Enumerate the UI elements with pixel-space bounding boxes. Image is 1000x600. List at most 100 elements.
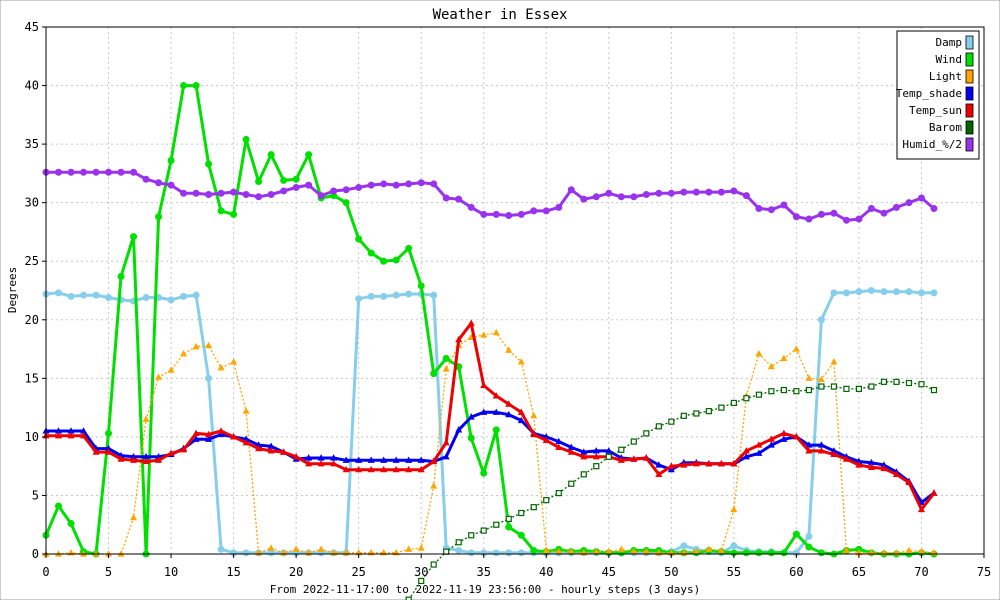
data-point bbox=[192, 435, 200, 442]
data-point bbox=[405, 465, 413, 473]
data-point bbox=[280, 448, 288, 455]
data-point bbox=[230, 433, 238, 440]
legend-swatch bbox=[965, 69, 974, 84]
y-tick-label: 20 bbox=[25, 313, 39, 327]
legend-label: Humid_%/2 bbox=[902, 138, 962, 151]
data-point bbox=[480, 331, 488, 338]
data-point bbox=[542, 436, 550, 444]
data-point bbox=[455, 335, 463, 343]
data-point bbox=[755, 205, 763, 213]
data-point bbox=[405, 290, 413, 298]
data-point bbox=[580, 448, 588, 455]
data-point bbox=[930, 386, 938, 394]
data-point bbox=[55, 550, 63, 557]
data-point bbox=[205, 435, 213, 442]
data-point bbox=[505, 523, 513, 531]
data-point bbox=[230, 358, 238, 365]
data-point bbox=[80, 291, 88, 299]
y-tick-label: 40 bbox=[25, 79, 39, 93]
data-point bbox=[655, 423, 662, 430]
data-point bbox=[380, 456, 388, 463]
data-point bbox=[642, 190, 650, 198]
data-point bbox=[642, 547, 650, 555]
data-point bbox=[505, 515, 512, 522]
data-point bbox=[305, 151, 313, 159]
data-point bbox=[355, 456, 363, 463]
data-point bbox=[630, 193, 638, 201]
data-point bbox=[668, 418, 675, 425]
data-point bbox=[92, 291, 100, 299]
data-point bbox=[492, 549, 500, 557]
data-point bbox=[892, 288, 900, 296]
x-tick-label: 40 bbox=[539, 565, 553, 579]
data-point bbox=[467, 203, 475, 211]
data-point bbox=[80, 431, 88, 439]
data-point bbox=[717, 460, 725, 467]
data-point bbox=[855, 385, 863, 392]
data-point bbox=[755, 391, 762, 398]
data-point bbox=[818, 383, 825, 390]
data-point bbox=[493, 521, 500, 528]
data-point bbox=[780, 435, 788, 442]
data-point bbox=[542, 546, 550, 554]
data-point bbox=[255, 444, 263, 452]
data-point bbox=[442, 365, 450, 372]
series-4 bbox=[42, 319, 938, 513]
x-tick-label: 50 bbox=[664, 565, 678, 579]
data-point bbox=[505, 400, 513, 407]
data-point bbox=[867, 287, 875, 294]
y-tick-label: 45 bbox=[25, 20, 39, 34]
data-point bbox=[205, 341, 213, 349]
data-point bbox=[155, 456, 163, 463]
x-tick-label: 45 bbox=[602, 565, 616, 579]
data-point bbox=[780, 429, 788, 436]
data-point bbox=[505, 549, 513, 557]
data-point bbox=[530, 546, 538, 554]
x-tick-label: 60 bbox=[789, 565, 803, 579]
y-tick-label: 15 bbox=[25, 371, 39, 385]
data-point bbox=[530, 412, 538, 419]
legend-label: Wind bbox=[936, 53, 963, 66]
data-point bbox=[655, 461, 663, 468]
data-point bbox=[930, 289, 938, 297]
data-point bbox=[367, 292, 375, 300]
data-point bbox=[142, 452, 150, 460]
data-point bbox=[680, 542, 688, 550]
data-point bbox=[680, 412, 687, 419]
data-point bbox=[367, 249, 375, 257]
legend: Damp Wind Light Temp_shade Temp_sun Barom Humi… bbox=[896, 30, 980, 160]
data-point bbox=[855, 288, 863, 296]
data-point bbox=[580, 195, 588, 203]
data-point bbox=[705, 460, 713, 467]
data-point bbox=[630, 547, 638, 555]
data-point bbox=[592, 447, 600, 454]
data-point bbox=[730, 187, 738, 195]
data-point bbox=[780, 549, 788, 557]
data-point bbox=[105, 168, 113, 176]
data-point bbox=[917, 289, 925, 297]
data-point bbox=[292, 452, 300, 460]
data-point bbox=[705, 545, 713, 552]
data-point bbox=[767, 435, 775, 442]
data-point bbox=[817, 549, 825, 557]
x-tick-label: 5 bbox=[105, 565, 112, 579]
data-point bbox=[492, 328, 500, 336]
data-point bbox=[630, 438, 637, 445]
x-tick-label: 10 bbox=[164, 565, 178, 579]
data-point bbox=[192, 189, 200, 197]
data-point bbox=[80, 550, 88, 557]
data-point bbox=[730, 460, 738, 467]
series-6 bbox=[42, 168, 938, 224]
data-point bbox=[192, 82, 200, 90]
data-point bbox=[692, 547, 700, 555]
data-point bbox=[105, 429, 113, 437]
data-point bbox=[717, 188, 725, 196]
data-point bbox=[267, 190, 275, 198]
data-point bbox=[480, 469, 488, 477]
data-point bbox=[405, 244, 413, 252]
data-point bbox=[430, 291, 438, 299]
data-point bbox=[867, 458, 875, 466]
data-point bbox=[568, 480, 575, 487]
data-point bbox=[717, 546, 725, 554]
